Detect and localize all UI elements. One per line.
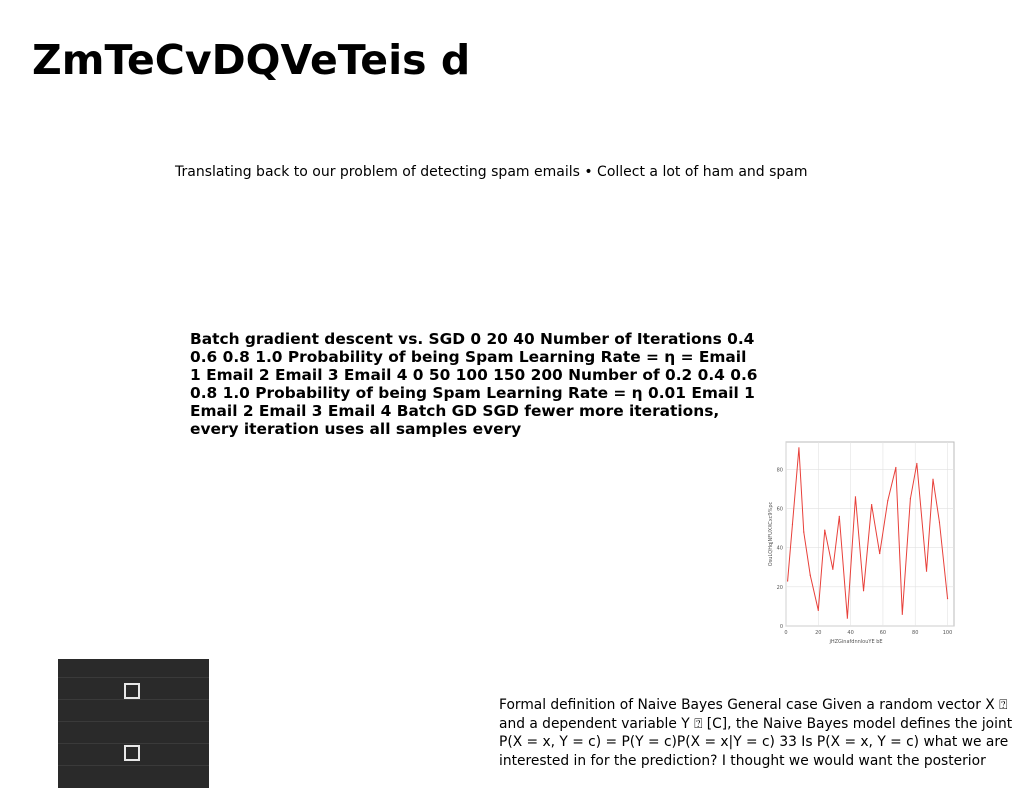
data-point [817, 609, 819, 611]
x-tick-label: 100 [943, 630, 953, 636]
y-tick-label: 0 [780, 624, 783, 630]
data-point [879, 552, 881, 555]
slide-title: ZmTeCvDQVeTeis d [32, 36, 471, 84]
data-points [787, 447, 949, 619]
data-point [901, 613, 903, 615]
data-point [791, 523, 794, 525]
data-point [787, 580, 789, 582]
y-tick-label: 80 [777, 467, 783, 473]
checkbox-top[interactable] [124, 683, 140, 699]
data-point [909, 498, 911, 500]
x-tick-label: 80 [912, 630, 918, 636]
data-point [854, 496, 857, 498]
data-point [887, 500, 889, 502]
data-point [862, 590, 865, 592]
data-point [832, 568, 834, 570]
dark-thumbnail [58, 659, 209, 788]
data-point [846, 617, 848, 619]
data-point [809, 574, 811, 576]
x-tick-label: 20 [815, 630, 821, 636]
y-tick-label: 20 [777, 585, 783, 591]
line-chart: 0 20 40 60 80 100 0 20 40 60 80 jHZGinafdnnlouYE b… [768, 441, 955, 645]
data-point [838, 515, 840, 517]
plot-frame [785, 441, 955, 627]
data-point [916, 462, 918, 465]
data-point [932, 478, 934, 480]
x-tick-label: 40 [847, 630, 853, 636]
extracted-figure-text: Batch gradient descent vs. SGD 0 20 40 N… [190, 330, 758, 438]
checkbox-bottom[interactable] [124, 745, 140, 761]
naive-bayes-text: Formal definition of Naive Bayes General… [499, 697, 1013, 769]
x-axis-label: jHZGinafdnnlouYE bE [828, 639, 882, 645]
subtitle-text: Translating back to our problem of detec… [175, 164, 808, 180]
ticks: 0 20 40 60 80 100 0 20 40 60 80 [777, 467, 953, 636]
data-point [925, 570, 928, 572]
data-point [895, 466, 897, 469]
y-axis-label: OsuLQHqjNFUXXCxc9%pc [768, 502, 774, 567]
x-tick-label: 0 [784, 630, 787, 636]
y-tick-label: 60 [777, 507, 783, 513]
data-point [803, 531, 805, 533]
data-point [871, 504, 873, 506]
data-point [824, 529, 826, 531]
data-point [938, 521, 941, 523]
x-tick-label: 60 [880, 630, 886, 636]
y-tick-label: 40 [777, 546, 783, 552]
data-point [798, 447, 800, 449]
data-point [946, 597, 949, 600]
